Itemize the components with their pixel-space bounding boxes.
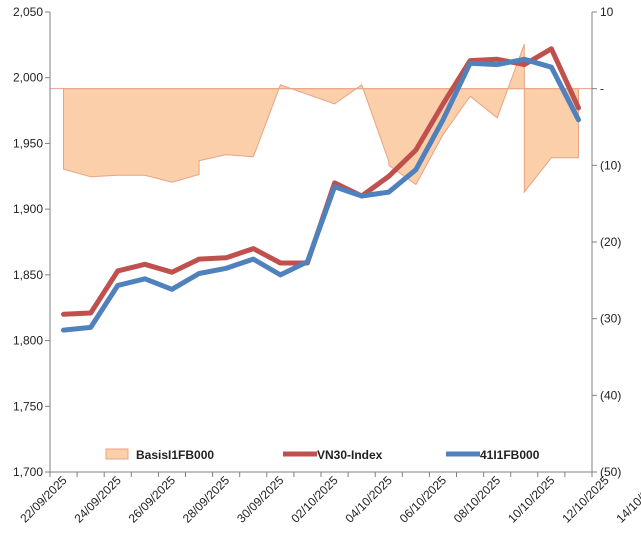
legend-swatch-basis (105, 448, 129, 460)
legend-label-41i1fb000: 41I1FB000 (480, 448, 540, 462)
x-tick-label: 04/10/2025 (343, 473, 396, 526)
x-tick-labels-group: 22/09/2025 24/09/2025 26/09/2025 28/09/2025… (17, 472, 641, 526)
left-tick-label: 2,000 (13, 71, 43, 85)
legend: BasisI1FB000 VN30-Index 41I1FB000 (105, 448, 540, 462)
right-tick-label: (30) (600, 312, 621, 326)
legend-label-basis: BasisI1FB000 (136, 448, 214, 462)
basis-area (63, 44, 579, 194)
left-tick-label: 1,700 (13, 465, 43, 479)
x-tick-label: 26/09/2025 (126, 473, 179, 526)
x-tick-label: 12/10/2025 (559, 473, 612, 526)
right-tick-label: (10) (600, 158, 621, 172)
series-41i1fb000-line (61, 56, 581, 333)
right-tick-label: (40) (600, 388, 621, 402)
legend-label-vn30: VN30-Index (317, 448, 383, 462)
right-tick-label: (20) (600, 235, 621, 249)
left-tick-label: 1,950 (13, 136, 43, 150)
x-tick-label: 14/10/2025 (614, 473, 641, 526)
x-tick-label: 30/09/2025 (234, 473, 287, 526)
x-tick-label: 24/09/2025 (72, 473, 125, 526)
x-tick-label: 10/10/2025 (505, 473, 558, 526)
left-tick-label: 1,900 (13, 202, 43, 216)
lines-group (61, 46, 581, 333)
x-tick-label: 22/09/2025 (17, 473, 70, 526)
x-tick-label: 28/09/2025 (180, 473, 233, 526)
basis-area-group (63, 44, 579, 194)
left-tick-label: 2,050 (13, 5, 43, 19)
right-tick-label: - (600, 82, 604, 96)
x-tick-label: 06/10/2025 (397, 473, 450, 526)
x-tick-label: 02/10/2025 (288, 473, 341, 526)
right-tick-label: (50) (600, 465, 621, 479)
left-tick-label: 1,800 (13, 334, 43, 348)
right-tick-label: 10 (600, 5, 614, 19)
left-tick-label: 1,850 (13, 268, 43, 282)
left-tick-label: 1,750 (13, 399, 43, 413)
x-tick-label: 08/10/2025 (451, 473, 504, 526)
axes-group: 1,700 1,750 1,800 1,850 1,900 1,950 2,000 2,050… (13, 5, 621, 479)
